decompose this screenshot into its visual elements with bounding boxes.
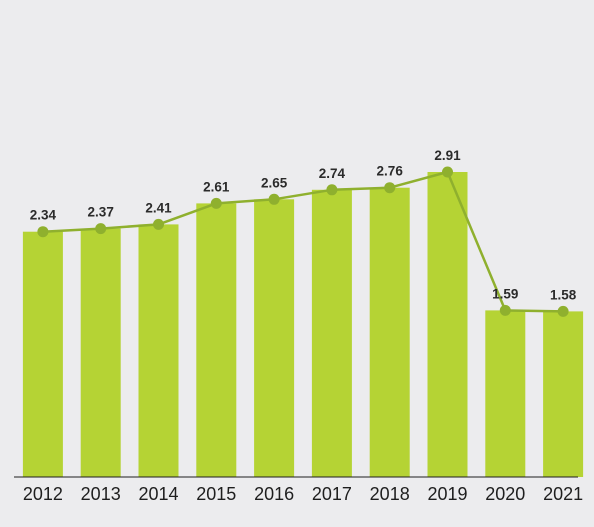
data-label-2012: 2.34	[30, 208, 57, 223]
point-2014	[153, 218, 164, 230]
bars-group	[22, 172, 584, 478]
x-tick-label-2021: 2021	[543, 484, 583, 504]
x-tick-label-2013: 2013	[81, 484, 121, 504]
bar-2015	[196, 203, 237, 477]
data-label-2013: 2.37	[88, 205, 114, 220]
data-label-2016: 2.65	[261, 175, 288, 190]
x-tick-label-2020: 2020	[485, 484, 525, 504]
bar-2017	[311, 189, 352, 478]
x-tick-labels-group: 2012 2013 2014 2015 2016 2017 2018 2019 2020 2021	[23, 484, 583, 504]
bar-2020	[485, 310, 526, 477]
bar-2016	[254, 199, 295, 478]
bar-2012	[22, 231, 63, 477]
bar-2013	[80, 228, 121, 477]
x-tick-label-2012: 2012	[23, 484, 63, 504]
data-label-2017: 2.74	[319, 166, 346, 181]
x-tick-label-2016: 2016	[254, 484, 294, 504]
data-label-2021: 1.58	[550, 287, 577, 302]
x-tick-label-2015: 2015	[196, 484, 236, 504]
point-2013	[95, 223, 107, 235]
point-2016	[268, 193, 280, 205]
bar-2014	[138, 224, 179, 477]
bar-2019	[427, 172, 468, 477]
point-2015	[210, 197, 222, 209]
data-label-2018: 2.76	[377, 164, 404, 179]
data-label-2014: 2.41	[145, 200, 172, 215]
data-label-2019: 2.91	[434, 148, 461, 163]
point-2020	[499, 304, 511, 316]
point-2012	[37, 226, 49, 238]
bar-2021	[543, 311, 584, 477]
bar-2018	[369, 187, 410, 477]
data-label-2020: 1.59	[492, 286, 518, 301]
point-2021	[557, 305, 569, 317]
data-label-2015: 2.61	[203, 179, 230, 194]
point-2017	[326, 184, 338, 196]
trend-line	[42, 170, 564, 313]
x-tick-label-2014: 2014	[138, 484, 178, 504]
x-tick-label-2019: 2019	[427, 484, 467, 504]
point-2018	[384, 182, 396, 194]
point-2019	[442, 166, 453, 178]
x-tick-label-2017: 2017	[312, 484, 352, 504]
data-labels-group: 2.34 2.37 2.41 2.61 2.65 2.74 2.76 2.91 1.59 1.58	[30, 148, 577, 302]
points-group	[37, 166, 569, 317]
x-tick-label-2018: 2018	[370, 484, 410, 504]
